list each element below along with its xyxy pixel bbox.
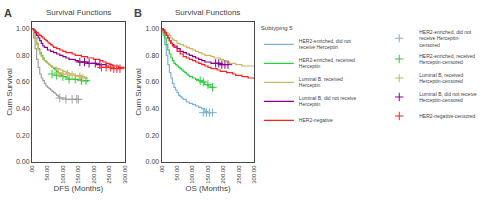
svg-text:HER2-negative: HER2-negative bbox=[299, 117, 333, 123]
svg-text:100.00: 100.00 bbox=[60, 165, 66, 184]
svg-text:0.60: 0.60 bbox=[16, 78, 30, 85]
svg-text:Luminal B, did not receiveHerc: Luminal B, did not receiveHerceptin bbox=[299, 95, 357, 108]
svg-text:HER2-enriched, did notreceive: HER2-enriched, did notreceive Herceptin-… bbox=[419, 29, 472, 48]
svg-text:0.60: 0.60 bbox=[146, 78, 160, 85]
svg-text:0.80: 0.80 bbox=[16, 52, 30, 59]
svg-text:150.00: 150.00 bbox=[75, 165, 81, 184]
svg-text:100.00: 100.00 bbox=[189, 165, 195, 184]
svg-text:200.00: 200.00 bbox=[220, 165, 226, 184]
svg-text:0.20: 0.20 bbox=[146, 132, 160, 139]
svg-text:Luminal B, receivedHerceptin: Luminal B, receivedHerceptin bbox=[299, 76, 343, 89]
svg-text:50.00: 50.00 bbox=[44, 165, 50, 181]
svg-text:Survival Functions: Survival Functions bbox=[46, 8, 111, 17]
svg-text:300.00: 300.00 bbox=[122, 165, 128, 184]
svg-text:DFS (Months): DFS (Months) bbox=[53, 184, 103, 193]
svg-text:0.80: 0.80 bbox=[146, 52, 160, 59]
svg-text:HER2-enriched, did notreceive: HER2-enriched, did notreceive Herceptin bbox=[299, 38, 352, 51]
svg-text:50.00: 50.00 bbox=[174, 165, 180, 181]
svg-text:1.00: 1.00 bbox=[146, 25, 160, 32]
svg-text:0.40: 0.40 bbox=[16, 105, 30, 112]
svg-text:Cum Survival: Cum Survival bbox=[5, 68, 14, 116]
svg-text:HER2-enriched, receivedHercept: HER2-enriched, receivedHerceptin bbox=[299, 57, 355, 70]
svg-text:1.00: 1.00 bbox=[16, 25, 30, 32]
svg-text:.00: .00 bbox=[159, 165, 165, 174]
svg-text:OS (Months): OS (Months) bbox=[185, 184, 231, 193]
svg-text:200.00: 200.00 bbox=[91, 165, 97, 184]
svg-text:250.00: 250.00 bbox=[106, 165, 112, 184]
svg-text:0.20: 0.20 bbox=[16, 132, 30, 139]
svg-text:150.00: 150.00 bbox=[205, 165, 211, 184]
svg-text:A: A bbox=[4, 7, 12, 19]
svg-text:Survival Functions: Survival Functions bbox=[175, 8, 240, 17]
svg-text:Luminal B, did not receiveHerc: Luminal B, did not receiveHerceptin-cens… bbox=[419, 91, 477, 104]
svg-text:Luminal B, receivedHerceptin-c: Luminal B, receivedHerceptin-censored bbox=[419, 72, 463, 85]
svg-text:HER2-enriched, receivedHercept: HER2-enriched, receivedHerceptin-censore… bbox=[419, 53, 475, 65]
svg-text:Cum Survival: Cum Survival bbox=[134, 68, 143, 116]
svg-text:HER2-negative-censored: HER2-negative-censored bbox=[419, 113, 475, 119]
svg-text:0.40: 0.40 bbox=[146, 105, 160, 112]
svg-text:0.00: 0.00 bbox=[16, 158, 30, 165]
svg-text:B: B bbox=[134, 7, 142, 19]
svg-text:.00: .00 bbox=[29, 165, 35, 174]
svg-text:250.00: 250.00 bbox=[236, 165, 242, 184]
svg-text:Subtyping 5: Subtyping 5 bbox=[261, 25, 293, 31]
svg-text:300.00: 300.00 bbox=[251, 165, 257, 184]
svg-text:0.00: 0.00 bbox=[146, 158, 160, 165]
